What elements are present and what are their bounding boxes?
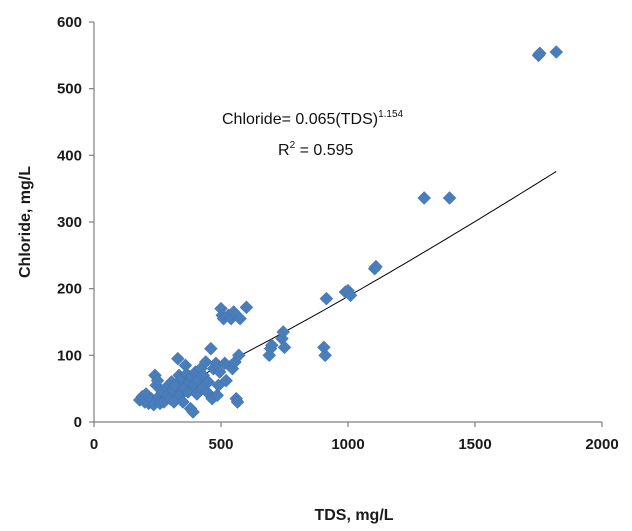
data-point-marker xyxy=(230,395,245,409)
x-axis-title: TDS, mg/L xyxy=(314,507,393,524)
x-tick-label: 1000 xyxy=(331,436,364,453)
data-point-marker xyxy=(239,300,254,315)
data-point-marker xyxy=(150,373,165,388)
y-tick-label: 600 xyxy=(57,14,82,31)
data-point-marker xyxy=(277,340,292,355)
y-axis-title: Chloride, mg/L xyxy=(17,166,34,278)
data-points xyxy=(132,45,564,419)
axes xyxy=(93,22,602,423)
y-ticks: 0 100 200 300 400 500 600 xyxy=(57,14,94,431)
r-squared-exponent: 2 xyxy=(290,140,296,151)
data-point-marker xyxy=(210,388,225,403)
data-point-marker xyxy=(343,288,358,303)
y-tick-label: 200 xyxy=(57,281,82,298)
r-squared-symbol: R xyxy=(278,142,290,159)
x-tick-label: 500 xyxy=(208,436,233,453)
data-point-marker xyxy=(186,405,200,419)
x-tick-label: 0 xyxy=(90,436,98,453)
x-tick-label: 2000 xyxy=(585,436,618,453)
data-point-marker xyxy=(369,259,383,274)
y-tick-label: 0 xyxy=(74,414,82,431)
y-tick-label: 100 xyxy=(57,347,82,364)
data-point-marker xyxy=(264,338,279,353)
data-point-marker xyxy=(417,191,432,205)
y-tick-label: 300 xyxy=(57,214,82,231)
data-point-marker xyxy=(203,341,218,356)
data-point-marker xyxy=(549,45,564,59)
x-ticks: 0 500 1000 1500 2000 xyxy=(90,422,619,453)
y-tick-label: 500 xyxy=(57,81,82,98)
y-tick-label: 400 xyxy=(57,147,82,164)
data-point-marker xyxy=(212,365,227,379)
data-point-marker xyxy=(532,46,547,61)
data-point-marker xyxy=(442,191,457,205)
data-point-marker xyxy=(319,291,334,306)
data-point-marker xyxy=(233,311,247,326)
data-point-marker xyxy=(198,355,213,369)
equation-exponent: 1.154 xyxy=(378,109,403,120)
data-point-marker xyxy=(201,375,216,389)
equation-label: Chloride= 0.065(TDS)1.154 xyxy=(222,109,404,128)
data-point-marker xyxy=(219,373,233,388)
x-tick-label: 1500 xyxy=(458,436,491,453)
r-squared-label: R2 = 0.595 xyxy=(278,140,354,159)
data-point-marker xyxy=(231,348,246,363)
data-point-marker xyxy=(170,351,185,366)
equation-text: Chloride= 0.065(TDS) xyxy=(222,111,378,128)
data-point-marker xyxy=(318,348,332,363)
data-point-marker xyxy=(276,325,291,339)
data-point-marker xyxy=(176,395,190,409)
r-squared-value: = 0.595 xyxy=(295,142,353,159)
